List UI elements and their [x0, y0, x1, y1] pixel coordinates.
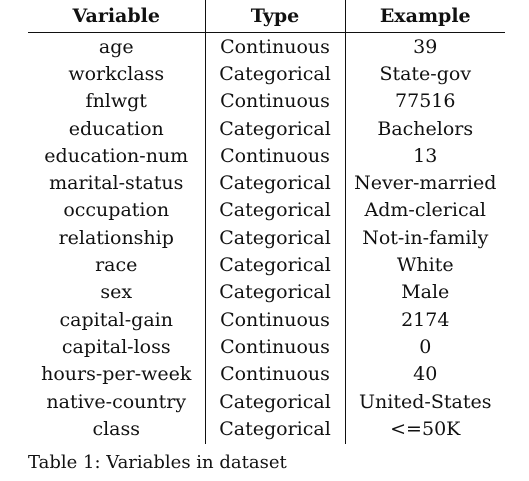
variables-table: Variable Type Example age Continuous 39 wor… [28, 0, 505, 445]
cell-variable: class [92, 417, 141, 440]
table-row: race Categorical White [28, 251, 505, 279]
table-body: age Continuous 39 workclass Categorical State… [28, 32, 505, 445]
table-row: age Continuous 39 [28, 32, 505, 61]
cell-example: United-States [359, 390, 492, 413]
cell-variable: occupation [63, 199, 170, 222]
cell-type: Categorical [204, 114, 346, 143]
cell-type: Categorical [204, 387, 346, 416]
cell-type: Categorical [204, 224, 346, 252]
cell-example: Not-in-family [362, 226, 489, 249]
cell-example: Male [401, 281, 450, 304]
cell-example: Adm-clerical [364, 199, 487, 222]
table-row: marital-status Categorical Never-married [28, 169, 505, 197]
cell-example: 13 [413, 144, 438, 167]
header-example: Example [345, 0, 505, 33]
table-row: sex Categorical Male [28, 278, 505, 306]
cell-type: Categorical [204, 196, 346, 225]
cell-variable: hours-per-week [41, 363, 192, 386]
cell-example: 2174 [401, 308, 450, 331]
cell-type: Categorical [204, 60, 346, 88]
cell-variable: education [68, 117, 164, 140]
header-type: Type [204, 0, 346, 33]
cell-type: Categorical [204, 251, 346, 279]
cell-variable: capital-loss [61, 335, 171, 358]
cell-variable: workclass [68, 62, 165, 85]
cell-variable: native-country [46, 390, 187, 413]
cell-type: Continuous [204, 305, 346, 334]
cell-type: Categorical [204, 169, 346, 197]
cell-type: Continuous [204, 32, 346, 61]
table-row: class Categorical <=50K [28, 415, 505, 445]
cell-variable: age [98, 35, 134, 58]
table-row: education-num Continuous 13 [28, 142, 505, 170]
table-row: occupation Categorical Adm-clerical [28, 196, 505, 225]
table-row: capital-gain Continuous 2174 [28, 305, 505, 334]
table-caption: Table 1: Variables in dataset [28, 452, 287, 473]
cell-variable: fnlwgt [85, 90, 147, 113]
cell-example: Never-married [354, 172, 497, 195]
cell-variable: race [95, 254, 138, 277]
cell-example: 77516 [395, 90, 456, 113]
cell-type: Continuous [204, 333, 346, 361]
cell-example: State-gov [379, 62, 472, 85]
cell-type: Continuous [204, 142, 346, 170]
cell-variable: education-num [44, 144, 189, 167]
cell-example: <=50K [390, 417, 461, 440]
cell-type: Categorical [204, 415, 346, 445]
table-row: native-country Categorical United-States [28, 387, 505, 416]
cell-example: White [396, 254, 454, 277]
cell-example: 0 [419, 335, 432, 358]
table-row: fnlwgt Continuous 77516 [28, 87, 505, 115]
table-row: relationship Categorical Not-in-family [28, 224, 505, 252]
table-header-row: Variable Type Example [28, 0, 505, 33]
cell-example: 39 [413, 35, 438, 58]
cell-variable: capital-gain [59, 308, 173, 331]
header-variable: Variable [28, 0, 205, 33]
variables-table-container: Variable Type Example age Continuous 39 wor… [28, 0, 505, 445]
cell-type: Continuous [204, 87, 346, 115]
cell-example: Bachelors [377, 117, 474, 140]
cell-example: 40 [413, 363, 438, 386]
cell-type: Categorical [204, 278, 346, 306]
table-row: hours-per-week Continuous 40 [28, 360, 505, 388]
table-row: capital-loss Continuous 0 [28, 333, 505, 361]
table-row: education Categorical Bachelors [28, 114, 505, 143]
cell-type: Continuous [204, 360, 346, 388]
cell-variable: sex [100, 281, 133, 304]
cell-variable: relationship [58, 226, 174, 249]
table-row: workclass Categorical State-gov [28, 60, 505, 88]
cell-variable: marital-status [49, 172, 184, 195]
